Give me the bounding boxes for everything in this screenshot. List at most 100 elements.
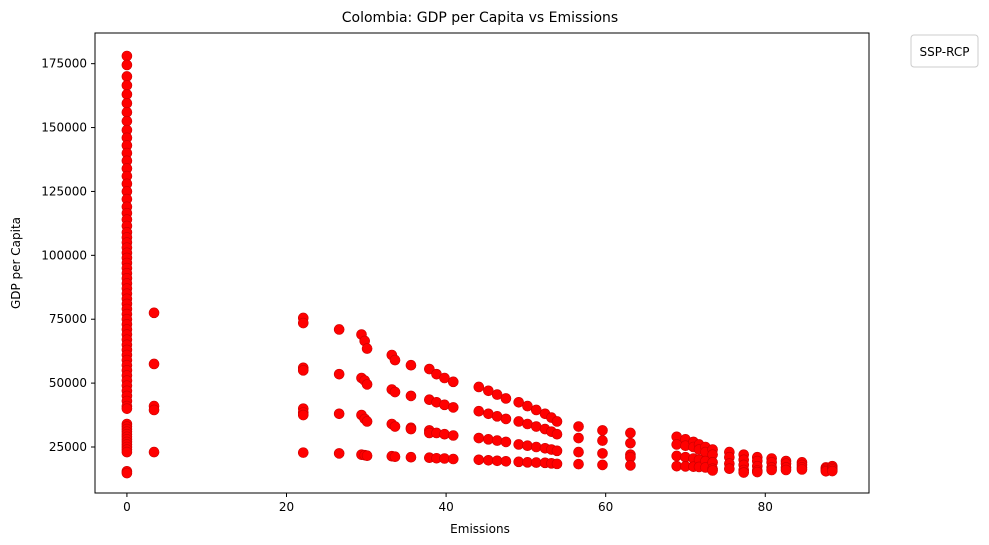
scatter-point <box>530 441 542 453</box>
x-tick-label: 40 <box>438 500 453 514</box>
scatter-point <box>148 307 160 319</box>
scatter-point <box>573 458 584 470</box>
scatter-point <box>530 421 542 432</box>
scatter-point <box>121 106 133 118</box>
y-tick-label: 150000 <box>41 121 87 135</box>
scatter-point <box>597 435 608 446</box>
scatter-point <box>724 463 735 475</box>
scatter-point <box>148 446 160 458</box>
scatter-point <box>530 404 542 416</box>
scatter-point <box>389 421 401 432</box>
scatter-point <box>766 464 777 476</box>
scatter-point <box>826 465 838 477</box>
plot-frame <box>94 32 870 494</box>
scatter-point <box>551 458 563 470</box>
scatter-point <box>671 439 683 450</box>
x-tick-label: 20 <box>279 500 294 514</box>
scatter-point <box>447 453 459 465</box>
scatter-point <box>473 432 485 444</box>
scatter-point <box>361 343 373 354</box>
points-layer <box>121 50 838 479</box>
scatter-point <box>796 464 808 475</box>
scatter-point <box>500 393 512 404</box>
scatter-point <box>473 381 485 393</box>
scatter-point <box>522 440 533 452</box>
scatter-point <box>447 376 459 388</box>
scatter-point <box>297 409 309 421</box>
scatter-point <box>333 324 345 335</box>
scatter-point <box>361 450 373 461</box>
scatter-point <box>297 447 309 458</box>
scatter-point <box>297 317 309 329</box>
scatter-point <box>500 413 512 425</box>
x-axis-label: Emissions <box>450 522 510 536</box>
scatter-point <box>597 448 608 459</box>
scatter-point <box>405 451 417 463</box>
scatter-point <box>491 389 503 400</box>
scatter-point <box>333 368 345 380</box>
scatter-point <box>297 365 309 376</box>
scatter-point <box>491 411 503 422</box>
scatter-point <box>780 464 792 476</box>
x-tick-label: 60 <box>598 500 613 514</box>
chart-title: Colombia: GDP per Capita vs Emissions <box>342 10 618 26</box>
scatter-point <box>738 467 750 478</box>
scatter-point <box>439 428 450 440</box>
scatter-point <box>121 50 133 62</box>
legend-title: SSP-RCP <box>920 45 970 59</box>
y-tick-label: 125000 <box>41 184 87 198</box>
x-tick-label: 0 <box>123 500 131 514</box>
scatter-point <box>483 408 494 420</box>
scatter-point <box>671 450 683 462</box>
scatter-point <box>483 385 494 397</box>
scatter-point <box>573 432 584 444</box>
scatter-point <box>361 416 373 427</box>
x-tick-label: 80 <box>758 500 773 514</box>
scatter-point <box>405 423 417 435</box>
scatter-point <box>491 435 503 446</box>
scatter-point <box>405 359 417 371</box>
scatter-point <box>333 448 345 459</box>
scatter-point <box>551 428 563 440</box>
scatter-point <box>513 439 525 450</box>
scatter-point <box>121 467 133 479</box>
scatter-point <box>447 402 459 413</box>
scatter-point <box>522 400 533 412</box>
scatter-point <box>551 416 563 427</box>
scatter-point <box>597 425 608 436</box>
scatter-point <box>361 379 373 390</box>
scatter-point <box>121 89 133 100</box>
scatter-point <box>500 436 512 448</box>
scatter-point <box>121 403 133 414</box>
scatter-point <box>121 80 133 91</box>
scatter-point <box>707 465 718 476</box>
scatter-point <box>121 59 133 71</box>
scatter-point <box>625 437 636 449</box>
scatter-point <box>148 358 160 370</box>
scatter-point <box>148 404 160 416</box>
scatter-point <box>121 71 133 82</box>
y-axis-label: GDP per Capita <box>9 217 23 309</box>
y-tick-label: 50000 <box>49 376 87 390</box>
scatter-point <box>625 427 636 439</box>
scatter-point <box>751 466 763 478</box>
y-tick-label: 175000 <box>41 57 87 71</box>
scatter-point <box>121 115 133 127</box>
scatter-point <box>473 454 485 466</box>
scatter-point <box>439 372 450 384</box>
scatter-point <box>389 354 401 366</box>
y-tick-label: 75000 <box>49 312 87 326</box>
scatter-point <box>597 459 608 471</box>
scatter-point <box>522 418 533 430</box>
scatter-point <box>483 434 494 445</box>
scatter-point <box>121 446 133 458</box>
scatter-point <box>439 399 450 411</box>
legend: SSP-RCP <box>910 34 979 68</box>
scatter-point <box>551 445 563 457</box>
scatter-point <box>500 456 512 467</box>
scatter-point <box>573 421 584 432</box>
scatter-point <box>483 454 494 466</box>
y-tick-label: 25000 <box>49 440 87 454</box>
scatter-point <box>121 97 133 109</box>
